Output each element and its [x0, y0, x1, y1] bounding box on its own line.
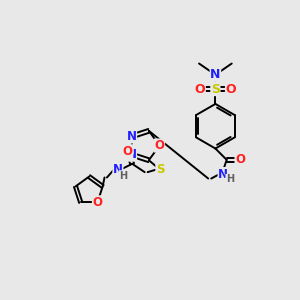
Text: N: N: [210, 68, 220, 81]
Text: O: O: [235, 153, 245, 166]
Text: O: O: [195, 82, 205, 96]
Text: N: N: [113, 163, 123, 176]
Text: H: H: [226, 174, 234, 184]
Text: O: O: [154, 139, 164, 152]
Text: O: O: [123, 145, 133, 158]
Text: O: O: [92, 196, 103, 209]
Text: O: O: [226, 82, 236, 96]
Text: N: N: [127, 148, 136, 161]
Text: H: H: [119, 171, 127, 181]
Text: N: N: [127, 130, 136, 143]
Text: S: S: [211, 82, 220, 96]
Text: N: N: [218, 168, 228, 181]
Text: S: S: [156, 163, 164, 176]
